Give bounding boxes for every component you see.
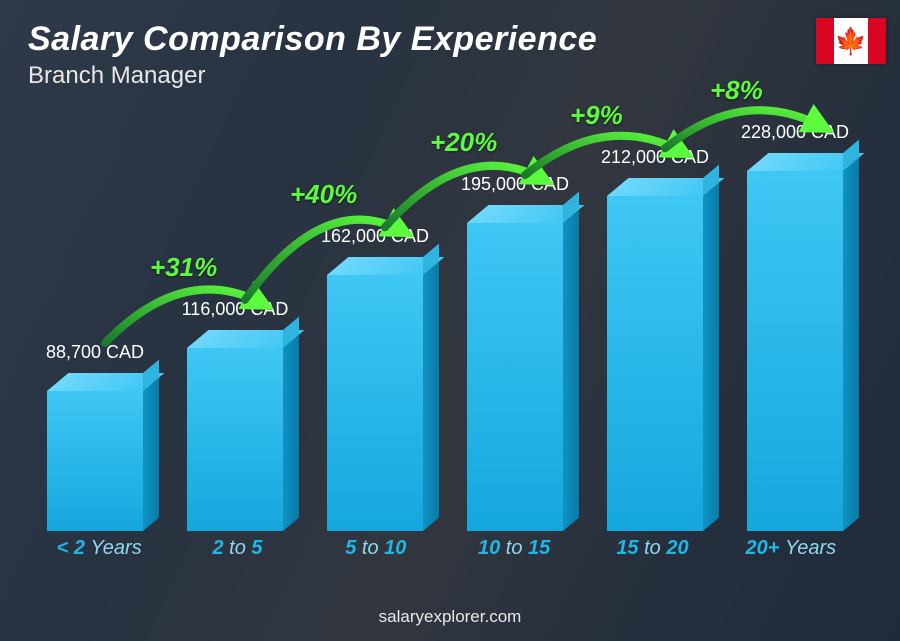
flag-band-right [868, 18, 886, 64]
pct-badge-5: +8% [710, 75, 763, 106]
chart-subtitle: Branch Manager [28, 62, 205, 90]
pct-badge-1: +31% [150, 252, 217, 283]
pct-badge-4: +9% [570, 100, 623, 131]
growth-arcs [30, 100, 860, 571]
growth-arc-1 [105, 290, 263, 343]
growth-arc-3 [385, 166, 543, 227]
bar-chart: 88,700 CAD 116,000 CAD 162,000 CAD 195,0… [30, 100, 860, 571]
growth-arc-2 [245, 220, 403, 300]
pct-badge-2: +40% [290, 179, 357, 210]
growth-arc-5 [665, 110, 823, 148]
flag-band-left [816, 18, 834, 64]
country-flag: 🍁 [816, 18, 886, 64]
chart-title: Salary Comparison By Experience [28, 20, 597, 59]
pct-badge-3: +20% [430, 127, 497, 158]
footer-attribution: salaryexplorer.com [0, 607, 900, 627]
growth-arc-4 [525, 136, 683, 175]
flag-band-mid: 🍁 [834, 18, 868, 64]
maple-leaf-icon: 🍁 [835, 28, 867, 54]
infographic-stage: Salary Comparison By Experience Branch M… [0, 0, 900, 641]
